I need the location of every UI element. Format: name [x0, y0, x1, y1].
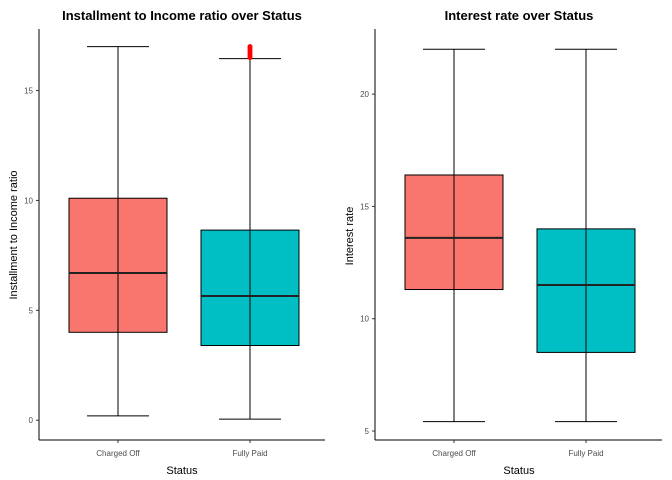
- y-tick-label: 5: [365, 427, 370, 436]
- left-panel: Installment to Income ratio over Status …: [8, 8, 325, 477]
- x-tick-label: Fully Paid: [568, 449, 603, 458]
- x-tick-label: Charged Off: [96, 449, 140, 458]
- y-axis-title: Installment to Income ratio: [8, 170, 20, 299]
- x-tick-label: Charged Off: [432, 449, 476, 458]
- outlier-point: [247, 44, 253, 50]
- y-tick-label: 15: [360, 202, 369, 211]
- y-tick-label: 20: [360, 90, 369, 99]
- chart-title: Interest rate over Status: [445, 8, 594, 23]
- chart-title: Installment to Income ratio over Status: [62, 8, 302, 23]
- y-tick-label: 0: [29, 416, 34, 425]
- y-tick-label: 10: [360, 315, 369, 324]
- x-axis-title: Status: [166, 465, 198, 477]
- y-tick-label: 5: [29, 306, 34, 315]
- right-panel: Interest rate over Status Interest rate …: [344, 8, 662, 477]
- x-tick-label: Fully Paid: [232, 449, 267, 458]
- x-axis-title: Status: [503, 465, 535, 477]
- y-tick-label: 10: [24, 196, 33, 205]
- y-axis-title: Interest rate: [344, 207, 356, 266]
- y-tick-label: 15: [24, 87, 33, 96]
